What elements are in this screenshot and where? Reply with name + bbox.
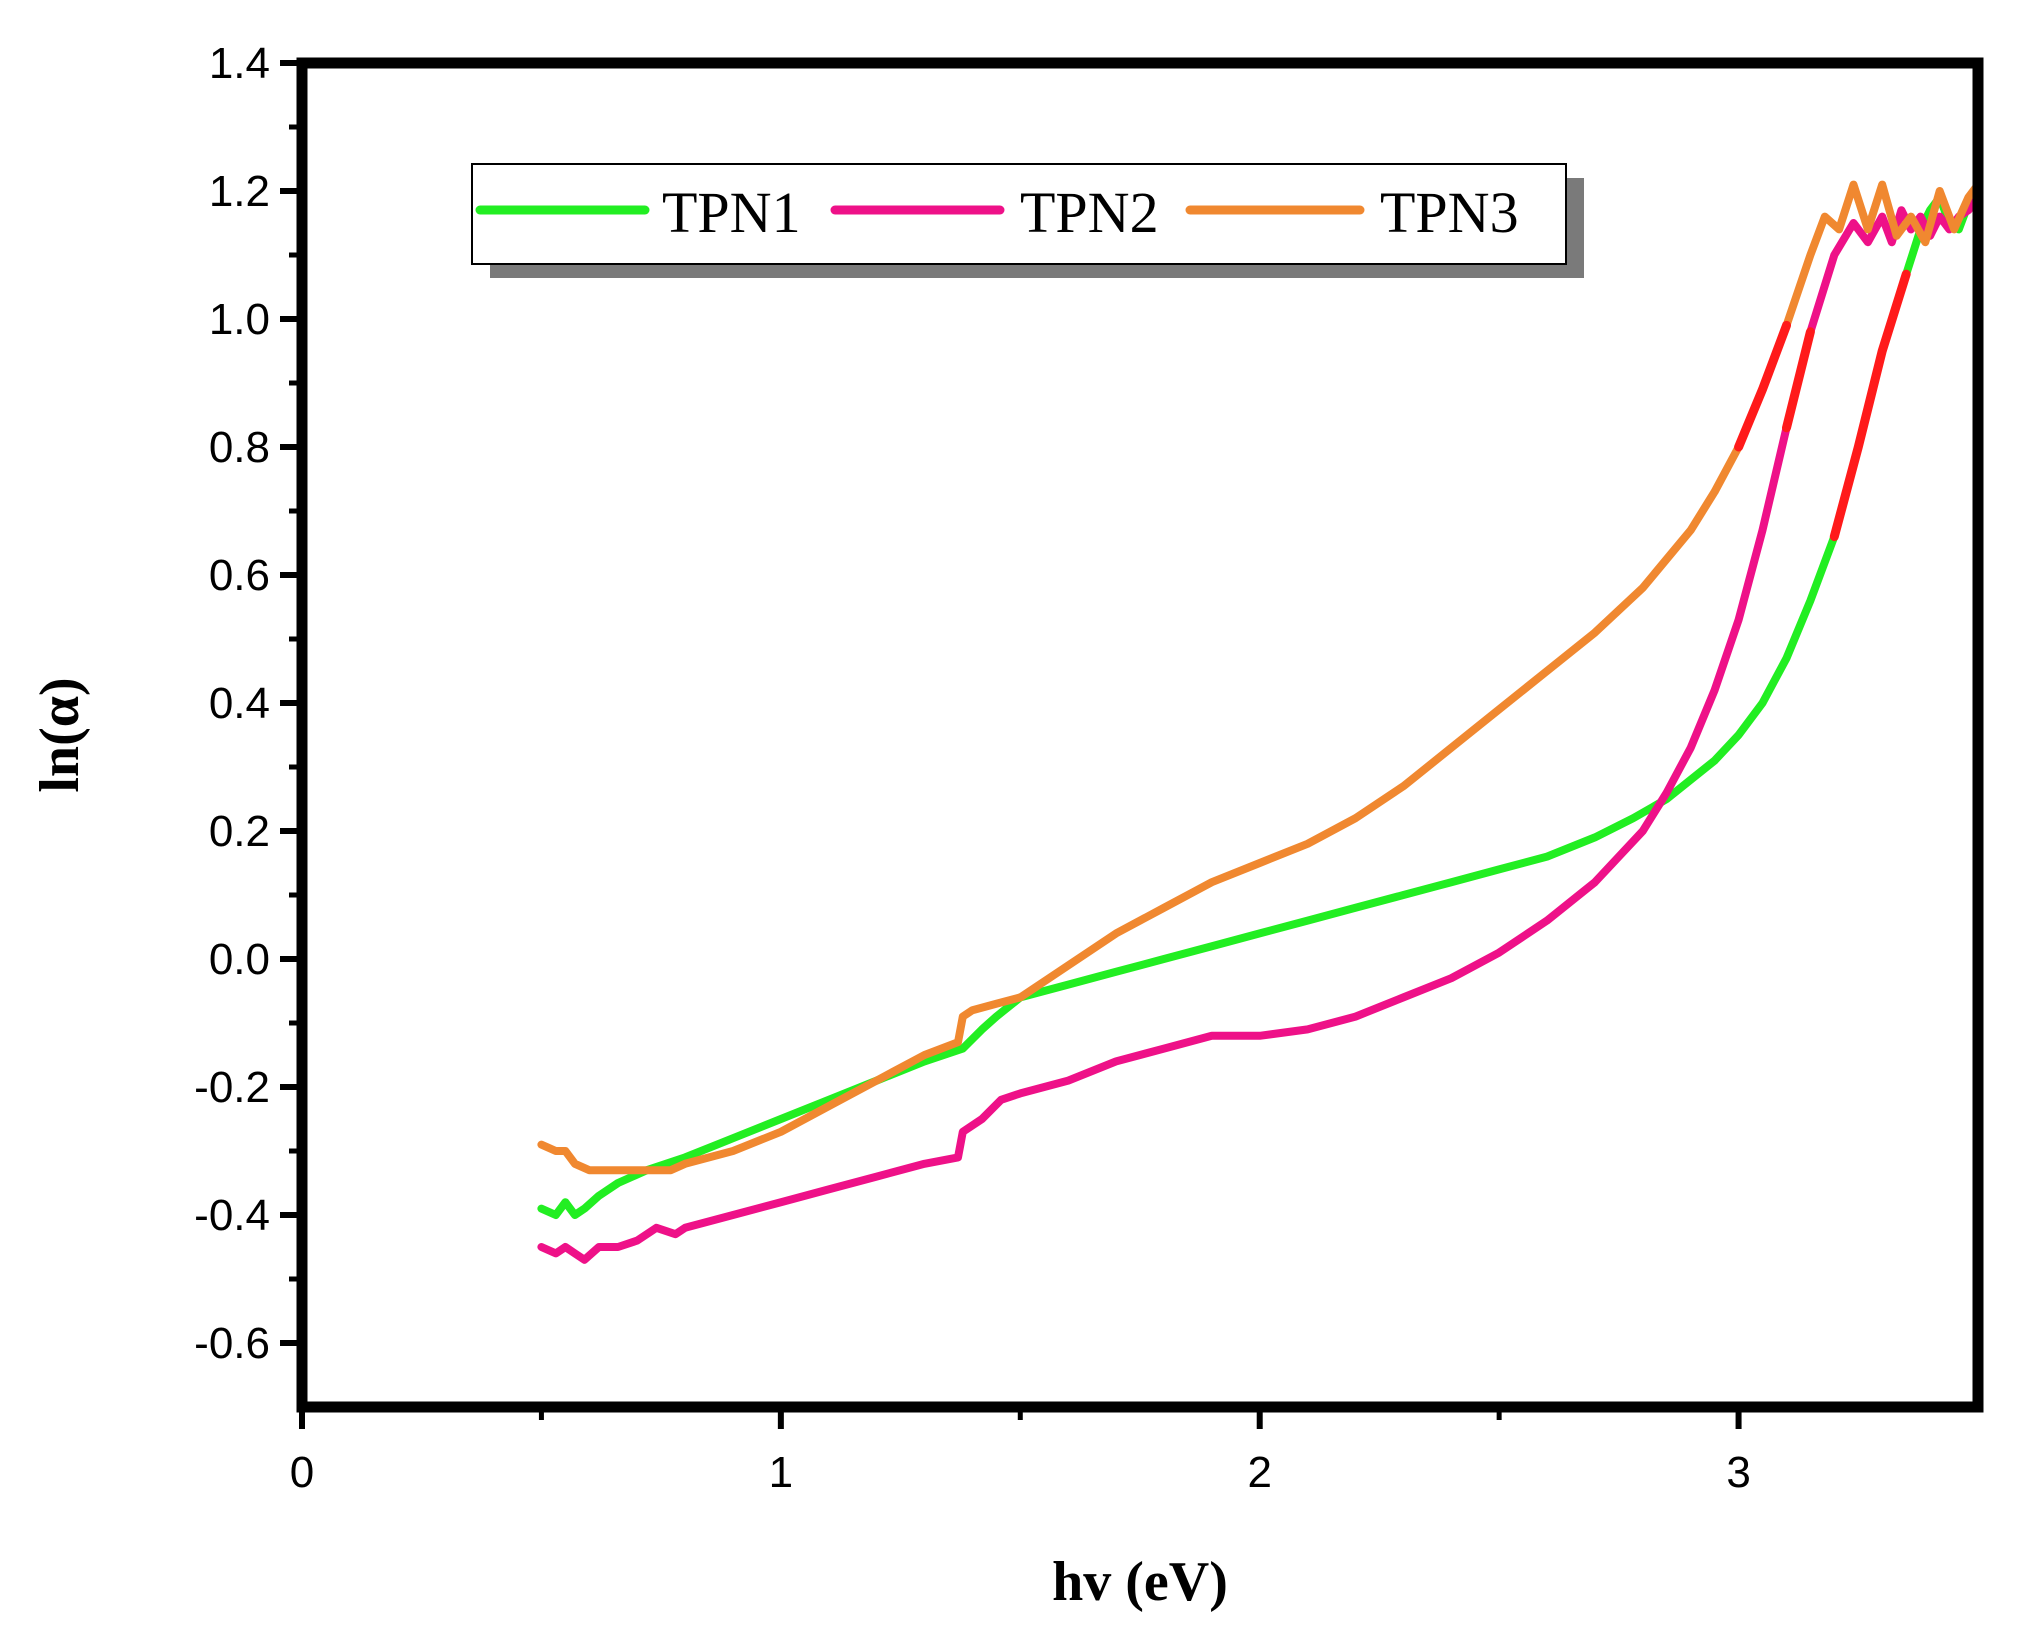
y-tick-label: 1.4 <box>209 39 270 88</box>
y-tick-label: 0.2 <box>209 807 270 856</box>
y-tick-label: 0.8 <box>209 423 270 472</box>
y-tick-label: -0.6 <box>194 1319 270 1368</box>
legend-label-tpn2: TPN2 <box>1020 180 1159 245</box>
series-line-tpn3 <box>537 180 1982 1175</box>
x-tick-label: 1 <box>769 1448 793 1497</box>
fit-line-tpn1 <box>1829 269 1911 542</box>
y-axis-title: ln(α) <box>29 677 91 792</box>
x-tick-label: 0 <box>290 1448 314 1497</box>
y-tick-label: 0.6 <box>209 551 270 600</box>
tick-labels: -0.6 -0.4 -0.2 0.0 0.2 0.4 0.6 0.8 1.0 1.2 1.4 0 1 2 3 <box>194 39 1751 1497</box>
plot-frame <box>296 57 1984 1413</box>
x-tick-label: 3 <box>1726 1448 1750 1497</box>
series-line-tpn2 <box>537 193 1982 1264</box>
legend: TPN1 TPN2 TPN3 <box>471 163 1584 278</box>
y-tick-label: 0.4 <box>209 679 270 728</box>
x-tick-label: 2 <box>1247 1448 1271 1497</box>
legend-label-tpn1: TPN1 <box>662 180 801 245</box>
axis-ticks <box>280 60 1742 1429</box>
legend-box <box>471 163 1567 265</box>
y-tick-label: -0.2 <box>194 1063 270 1112</box>
legend-label-tpn3: TPN3 <box>1380 180 1519 245</box>
y-tick-label: 1.0 <box>209 295 270 344</box>
fit-line-tpn3 <box>1734 320 1791 452</box>
x-axis-title: hv (eV) <box>1052 1551 1228 1613</box>
plot-lines <box>537 180 1982 1264</box>
y-tick-label: 0.0 <box>209 935 270 984</box>
y-tick-label: 1.2 <box>209 167 270 216</box>
y-tick-label: -0.4 <box>194 1191 270 1240</box>
fit-line-tpn2 <box>1782 327 1815 433</box>
